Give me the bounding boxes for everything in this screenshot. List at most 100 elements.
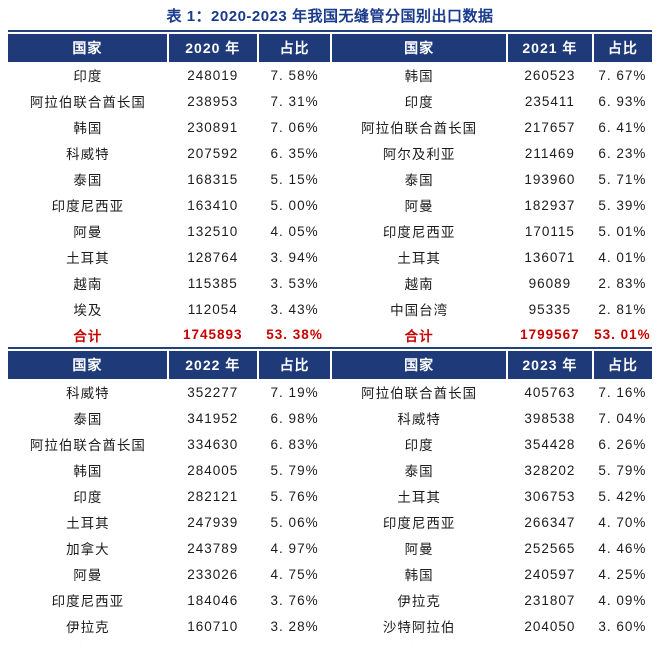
share-cell: 5. 15% — [270, 171, 319, 187]
total-value-2023: 2989050 — [507, 639, 593, 646]
share-cell: 7. 16% — [598, 384, 647, 400]
share-cell: 6. 41% — [598, 119, 647, 135]
value-cell: 163410 — [187, 197, 239, 213]
total-value-2021: 1799567 — [520, 327, 580, 342]
country-cell: 阿曼 — [404, 199, 434, 214]
value-cell: 240597 — [524, 566, 576, 582]
share-cell: 5. 76% — [270, 488, 319, 504]
country-cell: 科威特 — [397, 412, 441, 427]
table-row: 越南 115385 3. 53% 越南 96089 2. 83% — [8, 270, 652, 296]
value-cell: 115385 — [187, 275, 238, 291]
value-cell: 160710 — [187, 618, 239, 634]
col-header-year-2020: 2020 年 — [166, 34, 258, 62]
country-cell: 泰国 — [404, 173, 434, 188]
share-cell: 7. 06% — [270, 119, 319, 135]
value-cell: 112054 — [187, 301, 238, 317]
table-row: 韩国 230891 7. 06% 阿拉伯联合酋长国 217657 6. 41% — [8, 114, 652, 140]
value-cell: 231807 — [524, 592, 576, 608]
value-cell: 247939 — [187, 514, 239, 530]
value-cell: 211469 — [524, 145, 575, 161]
table-row: 加拿大 243789 4. 97% 阿曼 252565 4. 46% — [8, 535, 652, 561]
country-cell: 印度 — [73, 69, 103, 84]
share-cell: 2. 83% — [598, 275, 647, 291]
table-row: 埃及 112054 3. 43% 中国台湾 95335 2. 81% — [8, 296, 652, 322]
share-cell: 5. 39% — [598, 197, 647, 213]
value-cell: 306753 — [524, 488, 576, 504]
share-cell: 3. 43% — [270, 301, 319, 317]
share-cell: 4. 09% — [598, 592, 647, 608]
country-cell: 越南 — [73, 277, 103, 292]
value-cell: 282121 — [187, 488, 239, 504]
share-cell: 4. 75% — [270, 566, 319, 582]
share-cell: 7. 58% — [270, 67, 319, 83]
col-header-country-left: 国家 — [8, 351, 168, 379]
share-cell: 5. 00% — [270, 197, 319, 213]
value-cell: 266347 — [524, 514, 576, 530]
col-header-share-right: 占比 — [591, 34, 652, 62]
country-cell: 科威特 — [66, 147, 110, 162]
country-cell: 泰国 — [73, 173, 103, 188]
value-cell: 132510 — [187, 223, 239, 239]
col-header-share-left: 占比 — [256, 34, 332, 62]
value-cell: 238953 — [187, 93, 239, 109]
table-row: 阿曼 132510 4. 05% 印度尼西亚 170115 5. 01% — [8, 218, 652, 244]
total-label-right: 合计 — [404, 328, 434, 344]
value-cell: 182937 — [524, 197, 576, 213]
share-cell: 5. 01% — [598, 223, 647, 239]
table-row: 韩国 284005 5. 79% 泰国 328202 5. 79% — [8, 457, 652, 483]
table-row: 印度尼西亚 184046 3. 76% 伊拉克 231807 4. 09% — [8, 587, 652, 613]
table-row: 印度 282121 5. 76% 土耳其 306753 5. 42% — [8, 483, 652, 509]
table-row: 土耳其 247939 5. 06% 印度尼西亚 266347 4. 70% — [8, 509, 652, 535]
col-header-share-right: 占比 — [591, 351, 652, 379]
share-cell: 5. 79% — [598, 462, 647, 478]
country-cell: 泰国 — [404, 464, 434, 479]
country-cell: 印度尼西亚 — [51, 199, 125, 214]
table-row: 阿拉伯联合酋长国 334630 6. 83% 印度 354428 6. 26% — [8, 431, 652, 457]
share-cell: 4. 97% — [270, 540, 319, 556]
share-cell: 5. 79% — [270, 462, 319, 478]
total-label-right: 合计 — [331, 639, 507, 646]
col-header-year-2023: 2023 年 — [506, 351, 593, 379]
country-cell: 阿曼 — [404, 542, 434, 557]
table-row: 土耳其 128764 3. 94% 土耳其 136071 4. 01% — [8, 244, 652, 270]
share-cell: 4. 70% — [598, 514, 647, 530]
share-cell: 7. 04% — [598, 410, 647, 426]
value-cell: 334630 — [187, 436, 239, 452]
table-row: 阿拉伯联合酋长国 238953 7. 31% 印度 235411 6. 93% — [8, 88, 652, 114]
share-cell: 3. 94% — [270, 249, 319, 265]
share-cell: 6. 98% — [270, 410, 319, 426]
country-cell: 阿尔及利亚 — [382, 147, 456, 162]
header-row: 国家 2020 年 占比 国家 2021 年 占比 — [8, 34, 652, 62]
table-row: 科威特 352277 7. 19% 阿拉伯联合酋长国 405763 7. 16% — [8, 379, 652, 405]
col-header-year-2022: 2022 年 — [166, 351, 258, 379]
value-cell: 352277 — [187, 384, 239, 400]
total-label-left: 合计 — [73, 328, 103, 344]
value-cell: 354428 — [524, 436, 576, 452]
share-cell: 7. 67% — [598, 67, 647, 83]
value-cell: 207592 — [187, 145, 239, 161]
country-cell: 阿拉伯联合酋长国 — [29, 438, 146, 453]
share-cell: 5. 71% — [598, 171, 647, 187]
table-row: 科威特 207592 6. 35% 阿尔及利亚 211469 6. 23% — [8, 140, 652, 166]
value-cell: 233026 — [187, 566, 239, 582]
value-cell: 243789 — [187, 540, 239, 556]
country-cell: 伊拉克 — [66, 620, 110, 635]
country-cell: 印度尼西亚 — [382, 516, 456, 531]
value-cell: 193960 — [524, 171, 576, 187]
share-cell: 5. 06% — [270, 514, 319, 530]
share-cell: 4. 05% — [270, 223, 319, 239]
share-cell: 6. 93% — [598, 93, 647, 109]
value-cell: 235411 — [524, 93, 575, 109]
country-cell: 韩国 — [73, 121, 103, 136]
col-header-country-left: 国家 — [8, 34, 168, 62]
table-body-top: 印度 248019 7. 58% 韩国 260523 7. 67% 阿拉伯联合酋长国 2389… — [8, 62, 652, 322]
value-cell: 170115 — [524, 223, 575, 239]
value-cell: 217657 — [524, 119, 576, 135]
country-cell: 土耳其 — [66, 516, 110, 531]
country-cell: 阿拉伯联合酋长国 — [361, 121, 478, 136]
value-cell: 398538 — [524, 410, 576, 426]
value-cell: 248019 — [187, 67, 239, 83]
country-cell: 科威特 — [66, 386, 110, 401]
country-cell: 阿拉伯联合酋长国 — [361, 386, 478, 401]
